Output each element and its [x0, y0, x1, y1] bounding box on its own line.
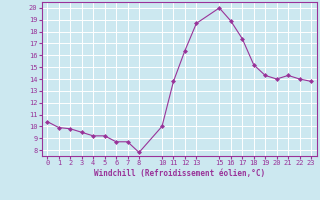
X-axis label: Windchill (Refroidissement éolien,°C): Windchill (Refroidissement éolien,°C) [94, 169, 265, 178]
